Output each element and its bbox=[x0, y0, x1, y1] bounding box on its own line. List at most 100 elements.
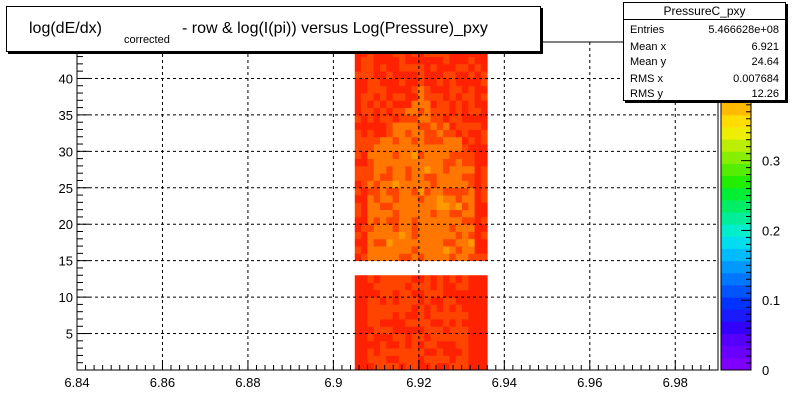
heatmap-cell bbox=[354, 246, 362, 254]
heatmap-cell bbox=[354, 129, 362, 138]
heatmap-cell bbox=[380, 297, 387, 305]
heatmap-cell bbox=[474, 107, 482, 116]
heatmap-cell bbox=[361, 107, 368, 116]
heatmap-cell bbox=[462, 224, 469, 232]
heatmap-cell bbox=[424, 100, 431, 108]
heatmap-cell bbox=[430, 49, 438, 57]
heatmap-cell bbox=[468, 202, 476, 211]
heatmap-cell bbox=[361, 340, 368, 349]
heatmap-cell bbox=[354, 355, 362, 364]
heatmap-cell bbox=[462, 158, 469, 167]
heatmap-cell bbox=[462, 304, 469, 313]
heatmap-cell bbox=[398, 93, 406, 101]
x-tick-label: 6.84 bbox=[64, 375, 89, 390]
heatmap-cell bbox=[417, 311, 425, 320]
heatmap-cell bbox=[354, 187, 362, 196]
heatmap-cell bbox=[361, 195, 368, 203]
heatmap-cell bbox=[417, 355, 425, 364]
heatmap-cell bbox=[480, 71, 488, 79]
heatmap-cell bbox=[367, 93, 375, 101]
heatmap-cell bbox=[424, 56, 431, 65]
heatmap-cell bbox=[386, 63, 394, 72]
heatmap-cell bbox=[373, 348, 381, 356]
heatmap-cell bbox=[380, 165, 387, 174]
heatmap-cell bbox=[392, 224, 400, 232]
heatmap-cell bbox=[480, 202, 488, 211]
heatmap-cell bbox=[398, 144, 406, 152]
heatmap-cell bbox=[430, 151, 438, 160]
palette-band bbox=[721, 284, 751, 298]
heatmap-cell bbox=[443, 216, 450, 225]
heatmap-cell bbox=[367, 165, 375, 174]
heatmap-cell bbox=[354, 56, 362, 65]
heatmap-cell bbox=[405, 122, 412, 130]
heatmap-cell bbox=[443, 195, 450, 203]
heatmap-cell bbox=[449, 318, 457, 327]
heatmap-cell bbox=[443, 246, 450, 254]
heatmap-cell bbox=[436, 253, 444, 262]
heatmap-cell bbox=[455, 340, 463, 349]
heatmap-cell bbox=[436, 114, 444, 123]
heatmap-cell bbox=[361, 326, 368, 334]
heatmap-cell bbox=[462, 333, 469, 342]
heatmap-cell bbox=[367, 100, 375, 108]
heatmap-cell bbox=[424, 209, 431, 218]
heatmap-cell bbox=[449, 71, 457, 79]
heatmap-cell bbox=[430, 253, 438, 262]
heatmap-cell bbox=[474, 158, 482, 167]
heatmap-cell bbox=[405, 246, 412, 254]
heatmap-cell bbox=[462, 180, 469, 189]
heatmap-cell bbox=[424, 311, 431, 320]
heatmap-cell bbox=[480, 246, 488, 254]
heatmap-cell bbox=[480, 318, 488, 327]
heatmap-cell bbox=[430, 63, 438, 72]
heatmap-cell bbox=[474, 333, 482, 342]
x-tick-label: 6.9 bbox=[324, 375, 342, 390]
heatmap-cell bbox=[462, 71, 469, 79]
heatmap-cell bbox=[468, 165, 476, 174]
heatmap-cell bbox=[380, 114, 387, 123]
heatmap-cell bbox=[430, 202, 438, 211]
heatmap-cell bbox=[468, 216, 476, 225]
heatmap-cell bbox=[386, 187, 394, 196]
heatmap-cell bbox=[386, 348, 394, 356]
heatmap-cell bbox=[436, 173, 444, 181]
heatmap-cell bbox=[411, 158, 419, 167]
heatmap-cell bbox=[398, 173, 406, 181]
heatmap-cell bbox=[424, 165, 431, 174]
heatmap-cell bbox=[405, 136, 412, 145]
heatmap-cell bbox=[411, 231, 419, 240]
palette-band bbox=[721, 139, 751, 152]
heatmap-cell bbox=[474, 165, 482, 174]
heatmap-cell bbox=[449, 202, 457, 211]
heatmap-cell bbox=[424, 151, 431, 160]
heatmap-cell bbox=[361, 187, 368, 196]
heatmap-cell bbox=[462, 187, 469, 196]
heatmap-cell bbox=[411, 129, 419, 138]
heatmap-cell bbox=[354, 318, 362, 327]
heatmap-cell bbox=[380, 304, 387, 313]
heatmap-cell bbox=[392, 151, 400, 160]
heatmap-cell bbox=[462, 136, 469, 145]
heatmap-cell bbox=[354, 282, 362, 291]
heatmap-cell bbox=[430, 246, 438, 254]
heatmap-cell bbox=[411, 93, 419, 101]
heatmap-cell bbox=[480, 362, 488, 371]
heatmap-cell bbox=[436, 158, 444, 167]
heatmap-cell bbox=[449, 114, 457, 123]
heatmap-cell bbox=[386, 129, 394, 138]
heatmap-cell bbox=[468, 129, 476, 138]
heatmap-cell bbox=[392, 340, 400, 349]
heatmap-cell bbox=[405, 63, 412, 72]
heatmap-cell bbox=[417, 216, 425, 225]
heatmap-cell bbox=[424, 78, 431, 87]
heatmap-cell bbox=[411, 297, 419, 305]
heatmap-cell bbox=[380, 71, 387, 79]
heatmap-cell bbox=[354, 340, 362, 349]
heatmap-cell bbox=[367, 275, 375, 283]
y-tick-label: 20 bbox=[59, 217, 73, 232]
heatmap-cell bbox=[455, 187, 463, 196]
heatmap-cell bbox=[417, 85, 425, 94]
heatmap-cell bbox=[380, 122, 387, 130]
heatmap-cell bbox=[373, 289, 381, 298]
